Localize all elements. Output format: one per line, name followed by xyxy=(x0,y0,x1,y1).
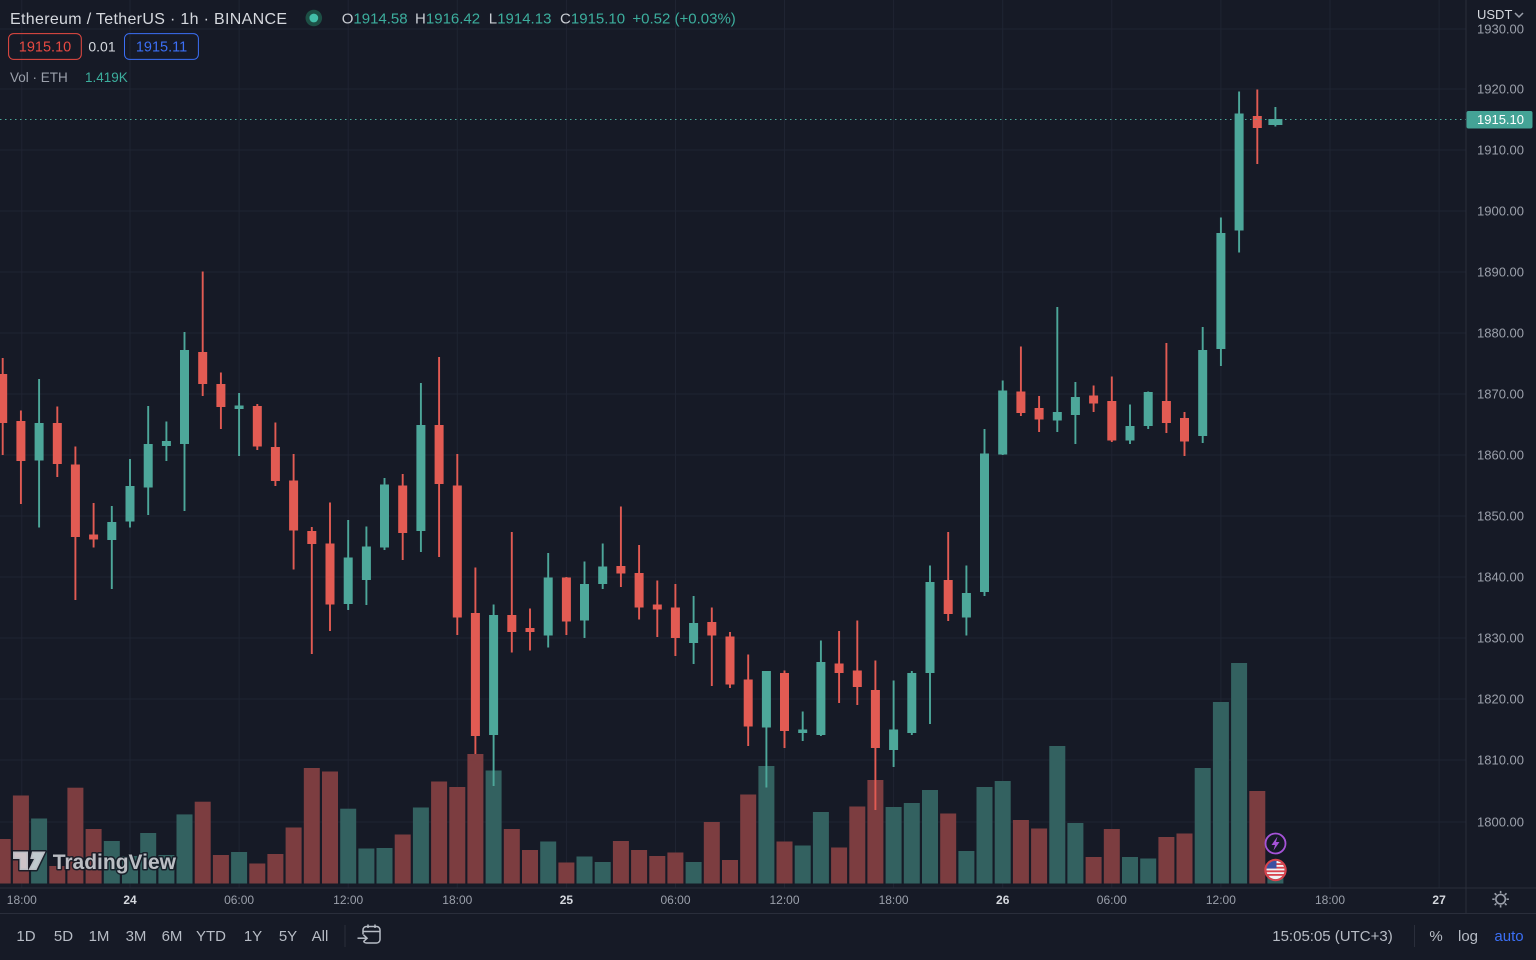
svg-text:1914.58: 1914.58 xyxy=(353,11,407,28)
svg-text:12:00: 12:00 xyxy=(769,893,799,907)
svg-text:24: 24 xyxy=(123,893,137,907)
svg-text:1M: 1M xyxy=(89,928,110,945)
svg-text:06:00: 06:00 xyxy=(660,893,690,907)
svg-text:YTD: YTD xyxy=(196,928,226,945)
svg-text:1830.00: 1830.00 xyxy=(1477,631,1524,646)
svg-text:1915.11: 1915.11 xyxy=(136,40,187,56)
svg-text:1Y: 1Y xyxy=(244,928,262,945)
svg-text:log: log xyxy=(1458,928,1478,945)
svg-text:auto: auto xyxy=(1494,928,1523,945)
svg-text:O: O xyxy=(342,11,354,28)
svg-text:C: C xyxy=(560,11,571,28)
svg-text:6M: 6M xyxy=(162,928,183,945)
svg-text:1914.13: 1914.13 xyxy=(497,11,551,28)
svg-text:1915.10: 1915.10 xyxy=(571,11,625,28)
svg-text:1810.00: 1810.00 xyxy=(1477,753,1524,768)
svg-text:1910.00: 1910.00 xyxy=(1477,143,1524,158)
svg-text:1915.10: 1915.10 xyxy=(1477,112,1524,127)
svg-text:5Y: 5Y xyxy=(279,928,297,945)
svg-text:1860.00: 1860.00 xyxy=(1477,448,1524,463)
svg-text:0.01: 0.01 xyxy=(88,39,115,55)
svg-text:1850.00: 1850.00 xyxy=(1477,509,1524,524)
svg-text:1800.00: 1800.00 xyxy=(1477,815,1524,830)
svg-text:L: L xyxy=(489,11,497,28)
svg-text:18:00: 18:00 xyxy=(7,893,37,907)
svg-text:Ethereum / TetherUS · 1h · BIN: Ethereum / TetherUS · 1h · BINANCE xyxy=(10,11,287,28)
svg-text:1920.00: 1920.00 xyxy=(1477,82,1524,97)
svg-text:3M: 3M xyxy=(126,928,147,945)
svg-text:All: All xyxy=(312,928,329,945)
svg-text:1890.00: 1890.00 xyxy=(1477,265,1524,280)
svg-text:H: H xyxy=(415,11,426,28)
svg-text:1840.00: 1840.00 xyxy=(1477,570,1524,585)
svg-text:18:00: 18:00 xyxy=(879,893,909,907)
svg-text:1916.42: 1916.42 xyxy=(426,11,480,28)
svg-text:18:00: 18:00 xyxy=(1315,893,1345,907)
svg-text:15:05:05 (UTC+3): 15:05:05 (UTC+3) xyxy=(1272,928,1392,945)
svg-text:12:00: 12:00 xyxy=(333,893,363,907)
svg-text:12:00: 12:00 xyxy=(1206,893,1236,907)
svg-text:1880.00: 1880.00 xyxy=(1477,326,1524,341)
svg-text:18:00: 18:00 xyxy=(442,893,472,907)
svg-text:1870.00: 1870.00 xyxy=(1477,387,1524,402)
svg-text:1900.00: 1900.00 xyxy=(1477,204,1524,219)
svg-text:USDT: USDT xyxy=(1477,7,1512,22)
svg-text:%: % xyxy=(1429,928,1442,945)
svg-text:Vol · ETH: Vol · ETH xyxy=(10,70,68,85)
svg-text:+0.52 (+0.03%): +0.52 (+0.03%) xyxy=(632,11,735,28)
svg-text:25: 25 xyxy=(560,893,574,907)
svg-text:1930.00: 1930.00 xyxy=(1477,22,1524,37)
svg-text:1D: 1D xyxy=(16,928,35,945)
svg-text:1820.00: 1820.00 xyxy=(1477,692,1524,707)
svg-text:26: 26 xyxy=(996,893,1010,907)
svg-text:27: 27 xyxy=(1432,893,1446,907)
svg-text:1.419K: 1.419K xyxy=(85,70,128,85)
svg-text:TradingView: TradingView xyxy=(53,851,177,874)
svg-text:5D: 5D xyxy=(54,928,73,945)
svg-text:06:00: 06:00 xyxy=(224,893,254,907)
svg-text:1915.10: 1915.10 xyxy=(19,40,71,56)
svg-text:06:00: 06:00 xyxy=(1097,893,1127,907)
